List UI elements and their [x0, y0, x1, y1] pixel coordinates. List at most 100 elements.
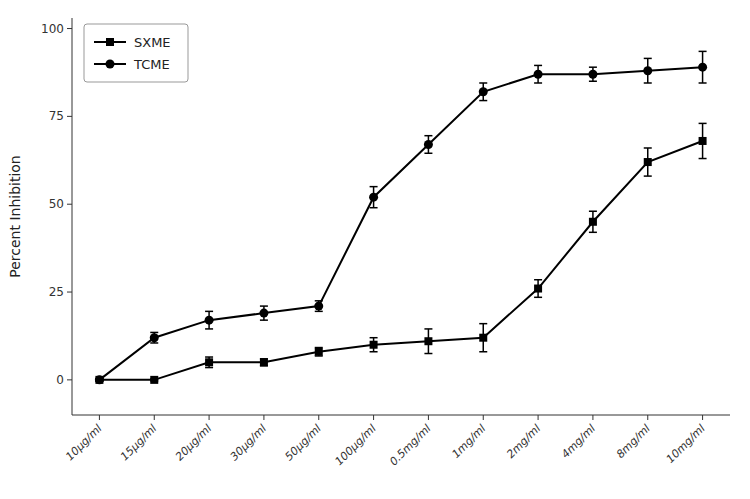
series-line: [99, 67, 702, 380]
x-tick: [428, 415, 429, 420]
legend: SXMETCME: [84, 24, 188, 82]
error-cap: [205, 356, 213, 358]
plot-area: [95, 51, 707, 384]
x-tick: [209, 415, 210, 420]
data-point: [698, 63, 707, 72]
x-tick-label: 1mg/ml: [449, 422, 488, 461]
error-cap: [534, 65, 542, 67]
error-cap: [150, 332, 158, 334]
error-bar: [589, 67, 597, 81]
error-cap: [370, 207, 378, 209]
x-tick-label: 100µg/ml: [332, 422, 378, 468]
y-tick: [67, 292, 72, 293]
x-tick: [647, 415, 648, 420]
error-cap: [424, 135, 432, 137]
data-point: [424, 140, 433, 149]
x-axis-line: [72, 415, 730, 416]
y-axis-label: Percent Inhibition: [7, 155, 23, 278]
data-point: [534, 70, 543, 79]
data-point: [150, 376, 158, 384]
error-bar: [205, 357, 213, 368]
error-bar: [424, 136, 432, 154]
data-point: [479, 87, 488, 96]
error-cap: [370, 337, 378, 339]
x-tick-label: 20µg/ml: [173, 422, 214, 463]
error-cap: [644, 82, 652, 84]
error-bar: [644, 148, 652, 176]
error-cap: [260, 319, 268, 321]
error-cap: [534, 297, 542, 299]
x-tick-label: 10mg/ml: [664, 422, 708, 466]
y-tick: [67, 116, 72, 117]
error-cap: [699, 158, 707, 160]
error-cap: [589, 232, 597, 234]
data-point: [588, 70, 597, 79]
x-tick: [154, 415, 155, 420]
data-point: [205, 358, 213, 366]
data-point: [315, 348, 323, 356]
error-cap: [644, 147, 652, 149]
x-tick-label: 30µg/ml: [228, 422, 269, 463]
error-bar: [370, 187, 378, 208]
x-tick: [702, 415, 703, 420]
error-cap: [699, 51, 707, 53]
error-cap: [644, 175, 652, 177]
error-cap: [479, 351, 487, 353]
data-point: [314, 302, 323, 311]
x-tick-label: 50µg/ml: [283, 422, 324, 463]
y-tick-label: 50: [49, 197, 64, 211]
error-cap: [315, 311, 323, 313]
data-point: [644, 158, 652, 166]
error-bar: [315, 348, 323, 356]
series-line: [99, 141, 702, 380]
data-point: [534, 285, 542, 293]
x-tick: [483, 415, 484, 420]
error-cap: [150, 342, 158, 344]
x-tick-label: 4mg/ml: [559, 422, 598, 461]
data-point: [424, 337, 432, 345]
y-tick-label: 75: [49, 109, 64, 123]
legend-label: TCME: [133, 57, 170, 72]
error-bar: [260, 306, 268, 320]
error-cap: [205, 311, 213, 313]
error-bar: [699, 123, 707, 158]
y-axis-line: [72, 18, 73, 415]
y-tick: [67, 28, 72, 29]
error-cap: [260, 305, 268, 307]
error-bar: [479, 83, 487, 101]
error-cap: [589, 66, 597, 68]
error-bar: [260, 359, 268, 366]
x-tick: [263, 415, 264, 420]
error-cap: [424, 153, 432, 155]
y-tick-label: 100: [41, 22, 64, 36]
error-bar: [589, 211, 597, 232]
error-cap: [644, 58, 652, 60]
data-point: [150, 333, 159, 342]
x-tick: [538, 415, 539, 420]
error-cap: [589, 80, 597, 82]
x-tick-label: 2mg/ml: [504, 422, 543, 461]
data-point: [260, 358, 268, 366]
data-point: [205, 316, 214, 325]
x-tick: [318, 415, 319, 420]
error-cap: [534, 82, 542, 84]
error-bar: [534, 280, 542, 298]
x-tick-label: 0.5mg/ml: [387, 422, 433, 468]
error-bar: [534, 65, 542, 83]
data-point: [95, 376, 103, 384]
error-bar: [315, 301, 323, 312]
error-bar: [699, 51, 707, 83]
error-bar: [644, 58, 652, 83]
legend-marker: [106, 60, 115, 69]
legend-box: [84, 24, 188, 82]
x-tick-label: 10µg/ml: [63, 422, 104, 463]
data-point: [479, 334, 487, 342]
chart: 025507510010µg/ml15µg/ml20µg/ml30µg/ml50…: [0, 0, 750, 499]
data-point: [643, 66, 652, 75]
error-cap: [589, 210, 597, 212]
data-point: [95, 375, 104, 384]
data-point: [589, 218, 597, 226]
error-cap: [534, 279, 542, 281]
error-cap: [699, 123, 707, 125]
data-point: [699, 137, 707, 145]
